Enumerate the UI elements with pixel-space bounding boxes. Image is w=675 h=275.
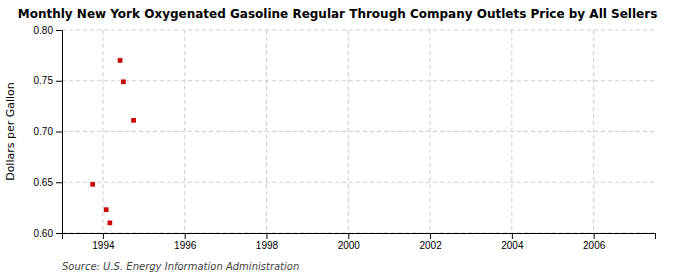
y-tick: 0.65 [34,177,62,188]
plot: 1994 1996 1998 2000 2002 2004 2006 0.60 0.65 0.70… [34,25,656,251]
point [104,207,109,212]
x-tick-mark [103,233,104,239]
chart: 1994 1996 1998 2000 2002 2004 2006 0.60 0.65 0.70… [0,0,675,275]
x-tick: 1996 [174,233,197,251]
point [131,118,136,123]
y-tick-mark [56,182,62,183]
x-axis-line [63,234,656,240]
annotation: Source: U.S. Energy Information Administ… [62,261,299,272]
x-tick-mark [512,233,513,239]
x-grid-line [102,30,103,233]
grid [62,30,655,233]
x-axis: 1994 1996 1998 2000 2002 2004 2006 [63,233,656,251]
y-tick: 0.70 [34,126,62,137]
x-tick-label: 1996 [174,240,197,251]
point [108,221,113,226]
x-tick-mark [185,233,186,239]
x-tick-label: 2004 [501,240,524,251]
title: Monthly New York Oxygenated Gasoline Reg… [18,7,658,21]
x-tick: 1994 [92,233,115,251]
x-tick-label: 1998 [256,240,279,251]
y-tick-label: 0.80 [34,25,54,36]
x-tick: 2000 [338,233,361,251]
y-tick-label: 0.65 [34,177,54,188]
y-tick: 0.75 [34,75,62,86]
x-tick-mark [430,233,431,239]
x-tick-label: 1994 [92,240,115,251]
y-axis: 0.60 0.65 0.70 0.75 0.80 [34,25,63,239]
y-tick-mark [56,30,62,31]
y-grid-line [62,182,655,183]
y-axis-title: Dollars per Gallon [4,82,17,181]
x-tick-mark [348,233,349,239]
y-grid-line [62,30,655,31]
y-axis-line [56,31,63,234]
x-tick-label: 2006 [583,240,606,251]
x-tick-mark [594,233,595,239]
y-tick: 0.80 [34,25,62,36]
x-tick: 1998 [256,233,279,251]
x-tick: 2006 [583,233,606,251]
y-tick-mark [56,233,62,234]
x-tick-label: 2002 [419,240,442,251]
y-tick-label: 0.60 [34,228,54,239]
x-tick-mark [266,233,267,239]
y-grid-line [62,131,655,132]
y-tick: 0.60 [34,228,62,239]
x-grid-line [348,30,349,233]
x-tick: 2004 [501,233,524,251]
x-tick-label: 2000 [338,240,361,251]
y-tick-label: 0.75 [34,75,54,86]
point [121,79,126,84]
y-tick-mark [56,132,62,133]
point [118,58,123,63]
y-tick-label: 0.70 [34,126,54,137]
x-tick: 2002 [419,233,442,251]
y-grid-line [62,80,655,81]
points [90,58,136,225]
point [90,182,95,187]
y-tick-mark [56,81,62,82]
